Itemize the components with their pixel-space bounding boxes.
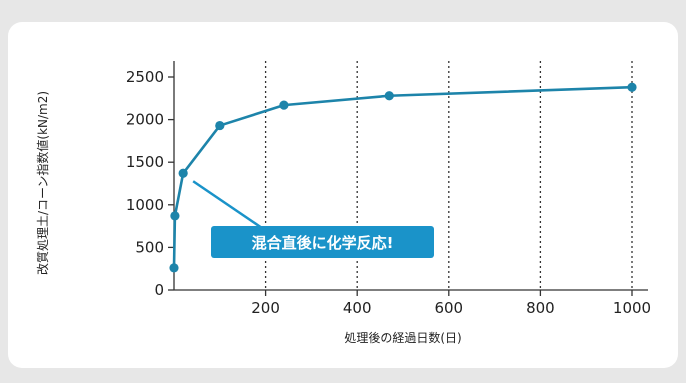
tick-label-layer: 0 500 1000 1500 2000 2500 200 400 600 800 1000	[126, 68, 651, 317]
data-point	[279, 100, 289, 110]
x-tick-label: 400	[343, 299, 372, 317]
y-tick-label: 2000	[126, 111, 164, 129]
y-tick-label: 1000	[126, 196, 164, 214]
y-tick-label: 500	[135, 238, 164, 256]
series-layer	[169, 82, 637, 273]
annotation-box	[211, 226, 434, 258]
x-tick-label: 1000	[613, 299, 651, 317]
y-tick-label: 0	[154, 281, 164, 299]
y-tick-label: 1500	[126, 153, 164, 171]
x-tick-label: 800	[526, 299, 555, 317]
data-point	[384, 91, 394, 101]
data-point	[627, 82, 637, 92]
x-tick-label: 200	[251, 299, 280, 317]
data-point	[169, 263, 179, 273]
annotation-label: 混合直後に化学反応!	[252, 234, 394, 252]
annotation-layer: 混合直後に化学反応!	[192, 180, 434, 258]
y-axis-title: 改質処理土/コーン指数値(kN/m2)	[35, 91, 50, 275]
data-point	[215, 120, 225, 131]
annotation-pointer	[192, 180, 263, 230]
x-axis-title: 処理後の経過日数(日)	[344, 330, 461, 345]
chart-card	[8, 22, 678, 368]
x-tick-label: 600	[434, 299, 463, 317]
data-point	[170, 211, 180, 221]
data-point	[178, 168, 188, 178]
y-tick-label: 2500	[126, 68, 164, 86]
